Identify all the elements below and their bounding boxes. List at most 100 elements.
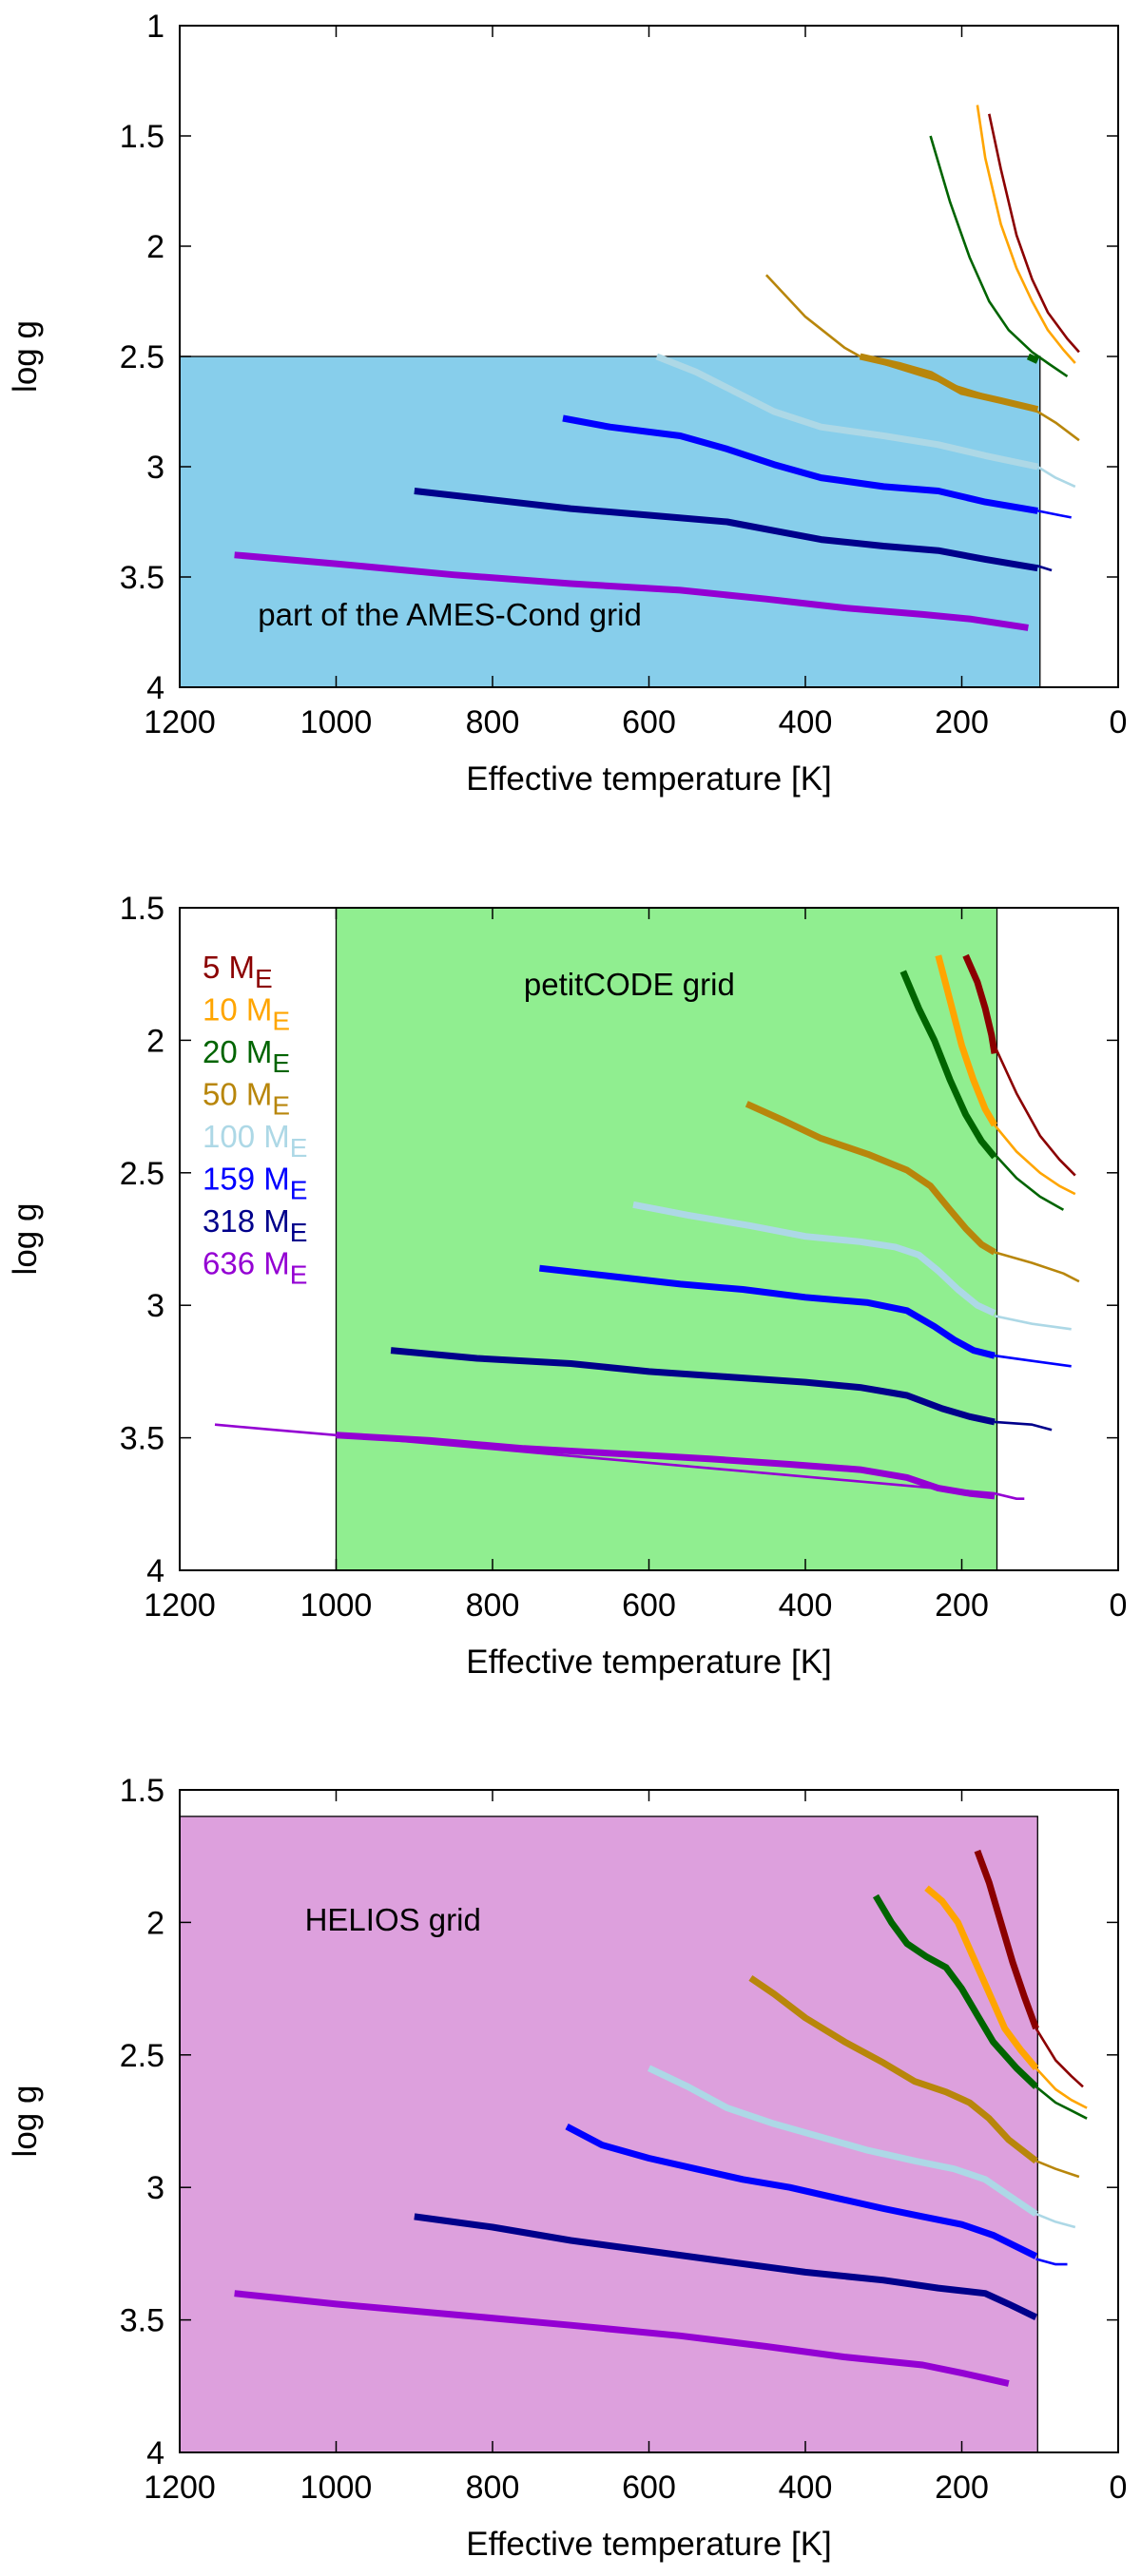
series-50-me	[748, 1975, 1080, 2179]
grid-region	[179, 356, 1041, 688]
series-line-thick	[974, 1849, 1039, 2030]
series-line-thin	[994, 1420, 1053, 1432]
grid-region-label: part of the AMES-Cond grid	[258, 597, 642, 632]
legend-entry-subscript: E	[290, 1260, 308, 1290]
x-axis-label: Effective temperature [K]	[466, 2526, 832, 2563]
y-tick-label: 1.5	[120, 119, 164, 155]
series-line-thick	[562, 414, 1038, 514]
grid-region-label: HELIOS grid	[305, 1902, 481, 1937]
series-50-me	[745, 1101, 1080, 1283]
series-line-thin	[1035, 2258, 1068, 2266]
grid-region	[335, 907, 998, 1571]
x-tick-label: 1200	[144, 1587, 216, 1624]
series-line-thick	[872, 1894, 1039, 2089]
y-tick-label: 3	[146, 1288, 164, 1324]
series-5-me	[962, 953, 1076, 1177]
x-tick-label: 800	[466, 2470, 520, 2506]
series-line-thick	[390, 1347, 996, 1426]
series-line-thin	[994, 1251, 1080, 1283]
y-tick-label: 3	[146, 2170, 164, 2206]
series-10-me	[924, 1885, 1088, 2109]
x-tick-label: 1200	[144, 2470, 216, 2506]
series-line-thin	[988, 113, 1080, 354]
legend-entry-label: 636 M	[203, 1246, 290, 1281]
series-line-thin	[1036, 565, 1053, 572]
y-tick-label: 2.5	[120, 339, 164, 375]
y-axis-label: log g	[7, 320, 44, 393]
x-tick-label: 400	[779, 2470, 833, 2506]
y-tick-label: 2.5	[120, 2038, 164, 2074]
series-line-thick	[924, 1885, 1039, 2070]
legend-entry: 10 ME	[203, 992, 290, 1036]
series-20-me	[899, 970, 1065, 1211]
legend-entry: 50 ME	[203, 1077, 290, 1121]
x-tick-label: 800	[466, 704, 520, 740]
series-line-thick	[899, 970, 997, 1160]
y-tick-label: 3.5	[120, 560, 164, 596]
series-line-thick	[962, 953, 998, 1054]
y-tick-label: 2	[146, 1023, 164, 1059]
series-line-thick	[336, 1432, 996, 1500]
y-tick-label: 1	[146, 9, 164, 45]
series-line-thick	[539, 1264, 996, 1359]
series-636-me	[234, 551, 1029, 631]
series-line-thick	[655, 353, 1039, 471]
series-10-me	[976, 105, 1076, 364]
x-tick-label: 600	[622, 1587, 676, 1624]
legend-entry-subscript: E	[290, 1176, 308, 1205]
series-159-me	[565, 2124, 1068, 2266]
legend-entry: 159 ME	[203, 1162, 307, 1205]
series-10-me	[935, 954, 1076, 1196]
y-tick-label: 1.5	[120, 1773, 164, 1809]
legend-entry-label: 5 M	[203, 950, 255, 985]
series-line-thin	[1035, 2028, 1084, 2088]
series-line-thin	[1035, 2086, 1088, 2120]
series-line-thin	[1035, 2212, 1076, 2229]
series-5-me	[988, 113, 1080, 354]
series-line-thin	[994, 1354, 1072, 1368]
x-tick-label: 600	[622, 704, 676, 740]
series-318-me	[390, 1347, 1053, 1432]
legend-entry: 20 ME	[203, 1034, 290, 1078]
series-20-me	[872, 1894, 1088, 2120]
x-tick-label: 0	[1110, 704, 1128, 740]
y-tick-label: 3	[146, 450, 164, 486]
series-line-thin	[994, 1153, 1065, 1211]
legend-entry-subscript: E	[272, 1007, 290, 1036]
series-159-me	[562, 414, 1072, 519]
series-line-thin	[994, 1315, 1072, 1331]
legend-entry-subscript: E	[272, 1091, 290, 1121]
series-line-thick	[935, 954, 998, 1127]
legend-entry-subscript: E	[290, 1133, 308, 1163]
series-line-thick	[234, 2290, 1010, 2387]
series-100-me	[632, 1201, 1072, 1331]
x-tick-label: 200	[935, 1587, 989, 1624]
series-line-thin	[214, 1423, 1025, 1500]
legend-entry: 636 ME	[203, 1246, 307, 1290]
y-tick-label: 4	[146, 1553, 164, 1589]
series-5-me	[974, 1849, 1084, 2088]
x-tick-label: 1200	[144, 704, 216, 740]
series-159-me	[539, 1264, 1072, 1368]
x-tick-label: 400	[779, 1587, 833, 1624]
series-318-me	[414, 488, 1053, 572]
series-line-thick	[414, 2213, 1038, 2320]
legend-entry-label: 20 M	[203, 1034, 272, 1069]
y-tick-label: 3.5	[120, 1421, 164, 1457]
x-tick-label: 200	[935, 704, 989, 740]
legend-entry-label: 318 M	[203, 1203, 290, 1239]
series-20-me	[929, 135, 1069, 377]
series-line-thick	[748, 1975, 1038, 2164]
series-line-thick	[1026, 353, 1039, 364]
legend-entry-label: 10 M	[203, 992, 272, 1028]
y-tick-label: 2	[146, 1905, 164, 1941]
legend-entry: 100 ME	[203, 1119, 307, 1163]
series-line-thin	[1035, 2160, 1080, 2179]
series-line-thin	[993, 1045, 1076, 1177]
series-line-thin	[993, 1124, 1076, 1196]
legend-entry-subscript: E	[255, 964, 273, 993]
series-line-thin	[929, 135, 1069, 377]
series-636-me	[214, 1423, 1025, 1500]
